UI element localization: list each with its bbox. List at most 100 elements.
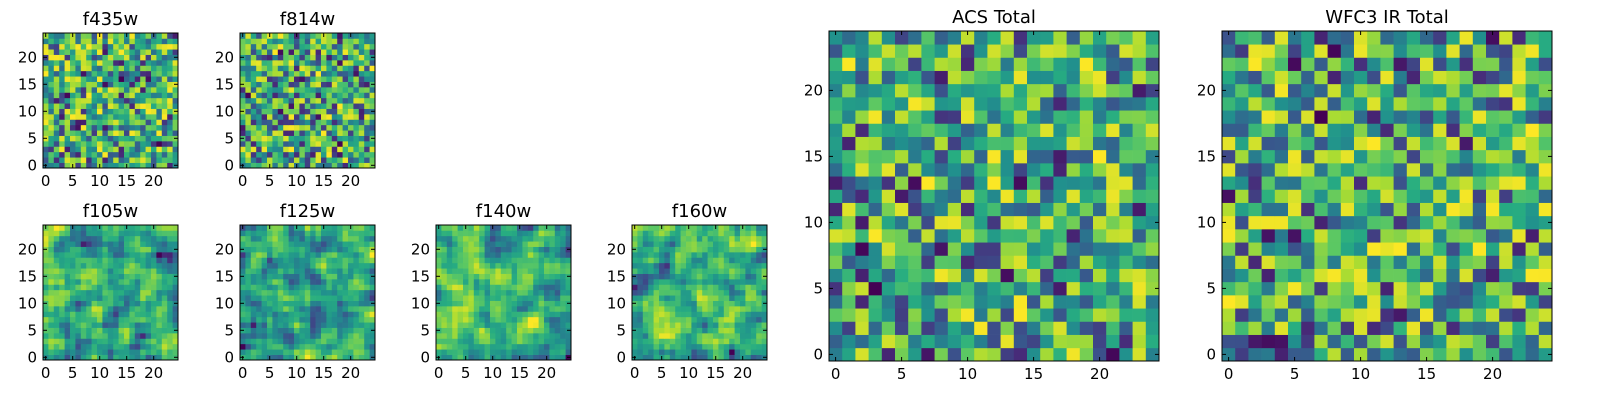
heatmap-cell bbox=[288, 81, 295, 88]
heatmap-cell bbox=[1119, 123, 1133, 137]
heatmap-cell bbox=[934, 268, 949, 283]
heatmap-cell bbox=[267, 316, 273, 323]
heatmap-cell bbox=[908, 123, 922, 137]
heatmap-cell bbox=[118, 235, 125, 242]
x-tick-label: 10 bbox=[90, 364, 109, 382]
heatmap-cell bbox=[680, 306, 687, 312]
heatmap-cell bbox=[294, 38, 300, 45]
heatmap-cell bbox=[1486, 281, 1500, 296]
heatmap-cell bbox=[240, 65, 246, 72]
heatmap-cell bbox=[1040, 255, 1054, 269]
heatmap-cell bbox=[288, 241, 295, 247]
heatmap-cell bbox=[107, 33, 114, 39]
heatmap-cell bbox=[118, 60, 125, 66]
heatmap-cell bbox=[310, 235, 316, 242]
heatmap-cell bbox=[457, 279, 464, 285]
heatmap-cell bbox=[326, 257, 333, 264]
heatmap-cell bbox=[331, 70, 338, 77]
heatmap-cell bbox=[97, 295, 103, 301]
heatmap-cell bbox=[686, 241, 692, 247]
heatmap-cell bbox=[59, 151, 65, 158]
heatmap-cell bbox=[1459, 308, 1474, 322]
heatmap-cell bbox=[145, 65, 152, 72]
heatmap-cell bbox=[161, 306, 168, 312]
heatmap-cell bbox=[723, 322, 730, 328]
heatmap-cell bbox=[484, 273, 491, 280]
heatmap-cell bbox=[659, 252, 665, 258]
heatmap-cell bbox=[1367, 268, 1381, 283]
heatmap-cell bbox=[664, 349, 671, 355]
y-tick-label: 10 bbox=[215, 294, 234, 312]
heatmap-cell bbox=[172, 49, 179, 55]
heatmap-cell bbox=[1288, 308, 1302, 322]
heatmap-cell bbox=[107, 268, 114, 274]
heatmap-cell bbox=[500, 252, 507, 258]
heatmap-cell bbox=[272, 246, 279, 253]
heatmap-cell bbox=[129, 354, 136, 361]
heatmap-cell bbox=[436, 322, 442, 328]
heatmap-cell bbox=[277, 151, 284, 158]
heatmap-cell bbox=[1274, 321, 1289, 335]
heatmap-cell bbox=[97, 349, 103, 355]
heatmap-cell bbox=[102, 295, 109, 301]
heatmap-cell bbox=[1248, 255, 1262, 269]
heatmap-cell bbox=[691, 300, 698, 307]
heatmap-cell bbox=[342, 246, 349, 253]
heatmap-cell bbox=[256, 343, 262, 350]
heatmap-cell bbox=[895, 321, 909, 335]
heatmap-cell bbox=[43, 311, 49, 318]
heatmap-cell bbox=[565, 279, 572, 285]
heatmap-cell bbox=[321, 230, 327, 237]
heatmap-cell bbox=[43, 252, 49, 258]
heatmap-cell bbox=[729, 354, 735, 361]
heatmap-cell bbox=[342, 43, 349, 50]
heatmap-cell bbox=[659, 322, 665, 328]
heatmap-cell bbox=[64, 124, 71, 131]
heatmap-cell bbox=[549, 295, 556, 301]
heatmap-cell bbox=[80, 146, 87, 153]
heatmap-cell bbox=[156, 327, 163, 334]
heatmap-cell bbox=[881, 334, 896, 349]
heatmap-cell bbox=[288, 114, 295, 120]
heatmap-cell bbox=[140, 162, 146, 169]
heatmap-cell bbox=[151, 114, 157, 120]
heatmap-cell bbox=[1393, 176, 1408, 190]
heatmap-cell bbox=[161, 146, 168, 153]
heatmap-cell bbox=[358, 108, 365, 115]
heatmap-cell bbox=[70, 333, 76, 339]
heatmap-cell bbox=[64, 38, 71, 45]
heatmap-cell bbox=[713, 273, 719, 280]
heatmap-cell bbox=[1525, 215, 1540, 230]
heatmap-cell bbox=[500, 333, 507, 339]
heatmap-cell bbox=[829, 242, 843, 256]
heatmap-cell bbox=[310, 124, 316, 131]
heatmap-cell bbox=[441, 306, 448, 312]
heatmap-cell bbox=[1327, 202, 1342, 217]
heatmap-cell bbox=[283, 76, 289, 82]
heatmap-cell bbox=[172, 257, 179, 264]
heatmap-cell bbox=[261, 333, 268, 339]
heatmap-cell bbox=[974, 321, 988, 335]
heatmap-cell bbox=[691, 338, 698, 345]
heatmap-cell bbox=[1248, 163, 1262, 177]
heatmap-cell bbox=[1354, 202, 1368, 217]
heatmap-cell bbox=[86, 338, 92, 345]
heatmap-cell bbox=[53, 273, 60, 280]
heatmap-cell bbox=[277, 338, 284, 345]
heatmap-cell bbox=[283, 284, 289, 291]
heatmap-cell bbox=[348, 157, 354, 163]
heatmap-cell bbox=[102, 54, 109, 61]
heatmap-cell bbox=[1000, 281, 1015, 296]
heatmap-cell bbox=[756, 289, 762, 296]
heatmap-cell bbox=[321, 60, 327, 66]
y-tick-label: 10 bbox=[804, 213, 823, 231]
heatmap-cell bbox=[124, 306, 130, 312]
heatmap-cell bbox=[102, 76, 109, 82]
heatmap-cell bbox=[70, 273, 76, 280]
heatmap-cell bbox=[129, 108, 136, 115]
heatmap-cell bbox=[129, 38, 136, 45]
heatmap-cell bbox=[288, 103, 295, 109]
heatmap-cell bbox=[283, 306, 289, 312]
heatmap-cell bbox=[288, 43, 295, 50]
heatmap-cell bbox=[1472, 163, 1487, 177]
